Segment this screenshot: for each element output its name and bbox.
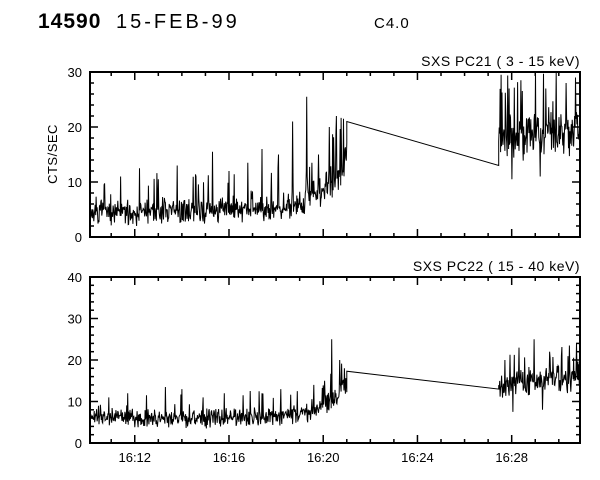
x-tick-label: 16:24 [401, 450, 434, 465]
y-tick-label: 20 [68, 353, 82, 368]
observation-number: 14590 [38, 10, 102, 33]
y-tick-label: 20 [68, 120, 82, 135]
panel-title-pc22: SXS PC22 ( 15 - 40 keV) [413, 258, 580, 274]
y-tick-label: 0 [75, 436, 82, 451]
lightcurve-plots: SXS PC21 ( 3 - 15 keV) CTS/SEC 0 10 20 30 S… [45, 53, 581, 465]
x-tick-label: 16:20 [307, 450, 340, 465]
y-tick-label: 30 [68, 65, 82, 80]
lightcurve-trace [89, 339, 581, 429]
y-tick-label: 30 [68, 312, 82, 327]
y-tick-label: 0 [75, 230, 82, 245]
x-tick-label: 16:28 [495, 450, 528, 465]
y-tick-label: 10 [68, 175, 82, 190]
x-tick-label: 16:12 [118, 450, 151, 465]
panel-title-pc21: SXS PC21 ( 3 - 15 keV) [421, 53, 580, 69]
panel-pc22: SXS PC22 ( 15 - 40 keV) 16:12 16:16 16:20 1… [68, 258, 581, 465]
panel-pc21: SXS PC21 ( 3 - 15 keV) CTS/SEC 0 10 20 30 [45, 53, 581, 245]
plot-frame [89, 71, 581, 238]
y-tick-label: 10 [68, 395, 82, 410]
lightcurve-trace [89, 71, 581, 227]
observation-date: 15-FEB-99 [116, 11, 240, 33]
y-tick-label: 40 [68, 270, 82, 285]
x-tick-label: 16:16 [213, 450, 246, 465]
goes-flare-class: C4.0 [374, 15, 410, 32]
y-axis-label-cts-sec: CTS/SEC [45, 124, 60, 184]
